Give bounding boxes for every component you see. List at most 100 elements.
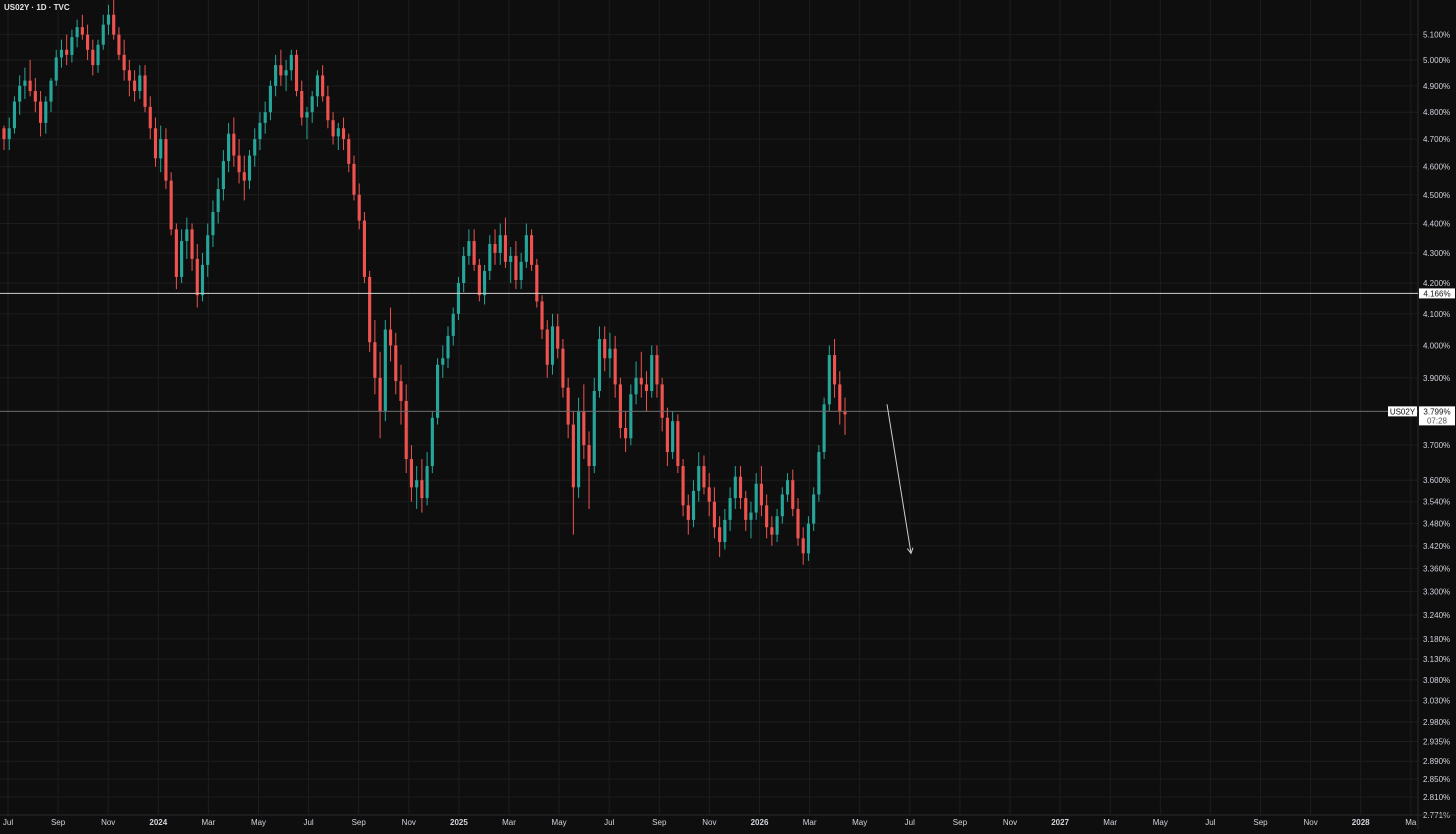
candle-body: [822, 404, 826, 453]
candle-body: [561, 348, 565, 388]
x-axis-tick-label: Jul: [1205, 818, 1215, 827]
candle-body: [86, 34, 90, 50]
x-axis-tick-label: May: [251, 818, 266, 827]
candle-body: [190, 229, 194, 259]
candle-body: [832, 355, 837, 385]
x-axis-tick-label: 2024: [149, 818, 167, 827]
candle-body: [122, 54, 126, 71]
x-axis-tick-label: Nov: [402, 818, 416, 827]
candle-body: [91, 49, 95, 66]
candle-body: [44, 101, 48, 123]
candle-body: [571, 424, 575, 488]
candle-body: [681, 466, 685, 506]
candle-body: [587, 445, 591, 467]
candle-body: [650, 355, 654, 391]
y-axis-tick-label: 3.540%: [1423, 498, 1450, 507]
candle-body: [216, 189, 220, 212]
candle-body: [639, 377, 643, 385]
y-axis-tick-label: 4.500%: [1423, 191, 1450, 200]
candle-body: [477, 264, 481, 296]
candle-body: [268, 85, 272, 113]
candle-body: [237, 155, 241, 173]
candle-body: [488, 244, 492, 271]
candle-body: [718, 527, 722, 543]
x-axis-tick-label: Jul: [3, 818, 13, 827]
x-axis-tick-label: Mar: [1103, 818, 1117, 827]
candle-body: [425, 466, 429, 499]
candle-body: [101, 24, 105, 45]
candle-body: [362, 220, 366, 277]
candle-body: [446, 335, 450, 359]
candle-body: [838, 384, 842, 412]
y-axis-tick-label: 3.180%: [1423, 635, 1450, 644]
y-axis-tick-label: 4.800%: [1423, 108, 1450, 117]
candle-body: [12, 101, 17, 129]
candle-body: [597, 339, 602, 391]
candle-body: [592, 390, 596, 467]
candle-body: [153, 128, 158, 159]
candle-body: [467, 241, 471, 256]
y-axis-tick-label: 3.080%: [1423, 676, 1450, 685]
candle-body: [315, 75, 319, 97]
y-axis-tick-label: 4.600%: [1423, 163, 1450, 172]
candle-body: [791, 480, 795, 509]
candle-body: [430, 417, 434, 467]
candle-body: [394, 345, 398, 382]
candle-body: [232, 133, 236, 156]
candle-body: [221, 161, 225, 190]
symbol-tag-label: US02Y: [1390, 407, 1416, 416]
candle-body: [770, 527, 774, 535]
x-axis-tick-label: Mar: [202, 818, 216, 827]
candle-body: [341, 128, 346, 140]
candle-body: [247, 155, 252, 181]
candle-body: [305, 112, 309, 118]
y-axis-tick-label: 4.900%: [1423, 82, 1450, 91]
candle-body: [263, 112, 267, 123]
candle-body: [671, 421, 675, 453]
x-axis-tick-label: Sep: [51, 818, 66, 827]
candle-body: [785, 480, 790, 495]
candle-body: [180, 241, 184, 277]
x-axis-tick-label: Jul: [905, 818, 915, 827]
projection-arrow-line[interactable]: [886, 404, 912, 554]
x-axis-tick-label: Mar: [502, 818, 516, 827]
y-axis-tick-label: 4.100%: [1423, 310, 1450, 319]
candle-body: [227, 133, 231, 162]
candle-body: [665, 417, 669, 453]
x-axis-tick-label: 2028: [1352, 818, 1370, 827]
candle-body: [38, 101, 43, 123]
candle-body: [498, 235, 502, 253]
candle-body: [812, 494, 816, 524]
projection-arrow-head: [906, 547, 914, 555]
candle-body: [801, 538, 805, 554]
y-axis-tick-label: 3.130%: [1423, 655, 1450, 664]
y-axis-tick-label: 3.900%: [1423, 374, 1450, 383]
x-axis-tick-label: Sep: [1253, 818, 1268, 827]
candle-body: [483, 270, 487, 296]
candle-body: [127, 70, 131, 81]
candle-body: [383, 329, 387, 412]
candle-body: [96, 44, 100, 66]
x-axis-tick-label: Sep: [652, 818, 667, 827]
candle-body: [577, 411, 581, 488]
x-axis-tick-label: Sep: [352, 818, 367, 827]
candle-body: [133, 80, 137, 92]
candle-body: [462, 255, 466, 284]
candle-body: [336, 128, 340, 137]
y-axis-tick-label: 3.030%: [1423, 697, 1450, 706]
candle-body: [357, 194, 361, 221]
x-axis-tick-label: 2027: [1051, 818, 1069, 827]
candle-body: [707, 487, 711, 502]
candle-body: [728, 498, 732, 520]
symbol-tag: [1388, 406, 1417, 417]
candle-body: [54, 57, 58, 81]
y-axis-tick-label: 4.200%: [1423, 279, 1450, 288]
y-axis-tick-label: 2.890%: [1423, 757, 1450, 766]
candle-body: [65, 49, 69, 55]
candle-body: [550, 326, 555, 365]
candle-body: [331, 120, 335, 137]
candle-body: [660, 384, 664, 418]
